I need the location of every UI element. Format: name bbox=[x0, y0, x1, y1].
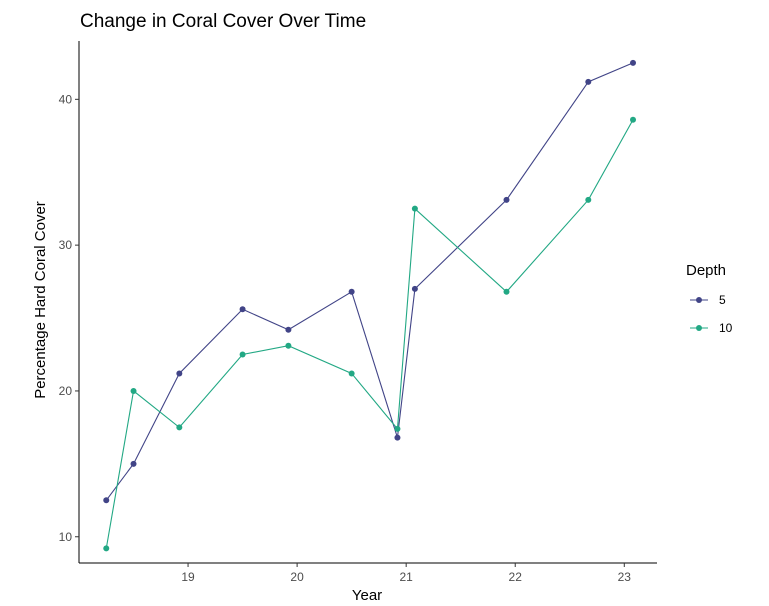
data-point-depth-5 bbox=[176, 370, 183, 377]
data-point-depth-5 bbox=[130, 460, 137, 467]
chart-title: Change in Coral Cover Over Time bbox=[80, 11, 366, 32]
data-point-depth-5 bbox=[239, 306, 246, 313]
data-point-depth-10 bbox=[411, 205, 418, 212]
data-point-depth-10 bbox=[239, 351, 246, 358]
data-point-depth-5 bbox=[103, 497, 110, 504]
y-tick-label: 20 bbox=[59, 384, 73, 398]
legend-key-point-10 bbox=[696, 325, 702, 331]
legend-label-5: 5 bbox=[719, 293, 726, 307]
x-tick-label: 20 bbox=[290, 570, 304, 584]
data-point-depth-5 bbox=[348, 288, 355, 295]
series-line-depth-5 bbox=[105, 62, 634, 501]
data-point-depth-10 bbox=[585, 196, 592, 203]
x-tick-label: 21 bbox=[399, 570, 413, 584]
x-tick-label: 19 bbox=[181, 570, 195, 584]
legend-label-10: 10 bbox=[719, 321, 733, 335]
y-tick-label: 10 bbox=[59, 530, 73, 544]
data-point-depth-10 bbox=[103, 545, 110, 552]
data-point-depth-10 bbox=[394, 425, 401, 432]
data-point-depth-10 bbox=[176, 424, 183, 431]
data-point-depth-10 bbox=[630, 116, 637, 123]
plot-area bbox=[103, 59, 637, 552]
y-axis-label: Percentage Hard Coral Cover bbox=[32, 201, 49, 399]
x-axis-label: Year bbox=[352, 587, 382, 604]
y-tick-label: 30 bbox=[59, 238, 73, 252]
data-point-depth-10 bbox=[130, 387, 137, 394]
data-point-depth-10 bbox=[285, 342, 292, 349]
axes: 19 20 21 22 23 10 20 30 40 bbox=[59, 41, 657, 584]
series-line-depth-10 bbox=[105, 119, 634, 549]
legend-key-point-5 bbox=[696, 297, 702, 303]
legend-title: Depth bbox=[686, 262, 726, 279]
data-point-depth-5 bbox=[503, 196, 510, 203]
data-point-depth-5 bbox=[411, 285, 418, 292]
x-tick-label: 22 bbox=[509, 570, 523, 584]
x-tick-label: 23 bbox=[618, 570, 632, 584]
legend: Depth 5 10 bbox=[686, 262, 733, 335]
data-point-depth-5 bbox=[394, 434, 401, 441]
data-point-depth-5 bbox=[585, 78, 592, 85]
data-point-depth-5 bbox=[285, 326, 292, 333]
y-tick-label: 40 bbox=[59, 92, 73, 106]
data-point-depth-10 bbox=[348, 370, 355, 377]
data-point-depth-10 bbox=[503, 288, 510, 295]
data-point-depth-5 bbox=[630, 59, 637, 66]
